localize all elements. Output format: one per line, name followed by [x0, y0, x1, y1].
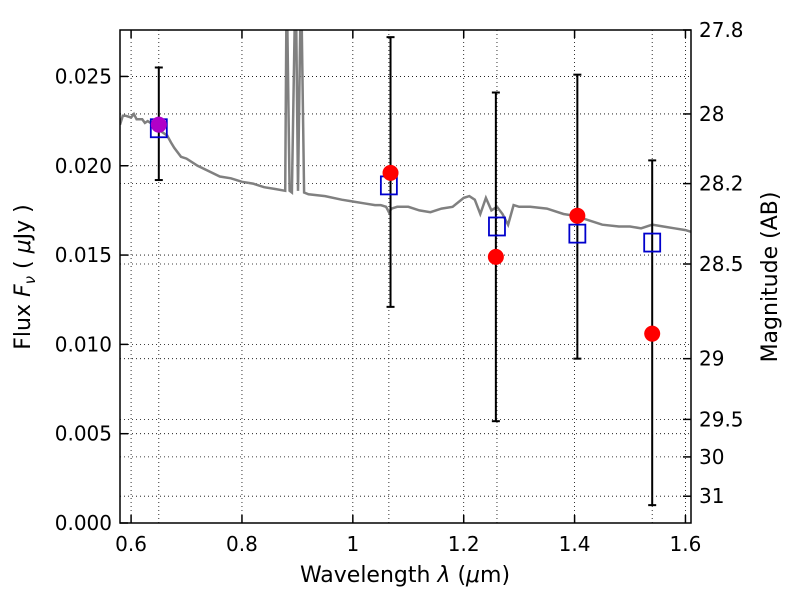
ticks: 0.6 0.8 1 1.2 1.4 1.6 0.000 0.005 0.010 0.015 0.02…	[55, 18, 744, 556]
x-tick-label: 0.8	[226, 532, 258, 556]
x-tick-label: 1.4	[559, 532, 591, 556]
x-tick-label: 0.6	[115, 532, 147, 556]
x-axis-title: Wavelength λ (μm)	[300, 563, 510, 588]
right-tick-label: 27.8	[699, 18, 744, 42]
x-axis-title-mu: μ	[465, 563, 480, 588]
right-axis-title: Magnitude (AB)	[758, 192, 783, 363]
observed-circle-marker	[487, 248, 504, 265]
observed-circle-marker	[569, 207, 586, 224]
model-square-marker	[643, 232, 662, 253]
right-tick-label: 30	[699, 445, 724, 469]
right-tick-label: 29.5	[699, 407, 744, 431]
plot-frame	[119, 29, 692, 524]
model-square-marker	[568, 223, 587, 244]
y-axis-title-mu: μ	[11, 239, 36, 254]
y-tick-label: 0.020	[55, 154, 112, 178]
observed-circle-marker	[644, 325, 661, 342]
y-tick-label: 0.015	[55, 243, 112, 267]
y-axis-title-unit: Jy )	[11, 204, 36, 241]
right-tick-label: 29	[699, 347, 724, 371]
x-tick-label: 1	[346, 532, 359, 556]
y-tick-label: 0.010	[55, 332, 112, 356]
x-axis-title-prefix: Wavelength	[300, 563, 438, 588]
y-axis-title-symbol: F	[11, 284, 36, 297]
series-layer	[120, 30, 691, 507]
model-sed-line	[120, 30, 691, 233]
y-axis-title-paren: (	[11, 253, 36, 276]
observed-circle-marker	[150, 116, 167, 133]
y-axis-title: Flux Fν ( μJy )	[11, 204, 39, 349]
right-tick-label: 28	[699, 102, 724, 126]
right-tick-label: 28.2	[699, 172, 744, 196]
observed-circle-marker	[382, 164, 399, 181]
plot-area	[120, 30, 691, 507]
y-tick-label: 0.000	[55, 511, 112, 535]
gridlines	[120, 29, 691, 524]
model-square-marker	[488, 216, 506, 237]
x-axis-title-symbol: λ	[436, 563, 450, 588]
right-tick-label: 28.5	[699, 252, 744, 276]
x-tick-label: 1.6	[670, 532, 702, 556]
x-axis-title-unit: m)	[480, 563, 510, 588]
right-tick-label: 31	[699, 484, 724, 508]
y-tick-label: 0.005	[55, 422, 112, 446]
x-axis-title-paren: (	[450, 563, 466, 588]
x-tick-label: 1.2	[448, 532, 480, 556]
y-tick-label: 0.025	[55, 64, 112, 88]
y-axis-title-subscript: ν	[21, 276, 39, 284]
y-axis-title-prefix: Flux	[11, 297, 36, 350]
